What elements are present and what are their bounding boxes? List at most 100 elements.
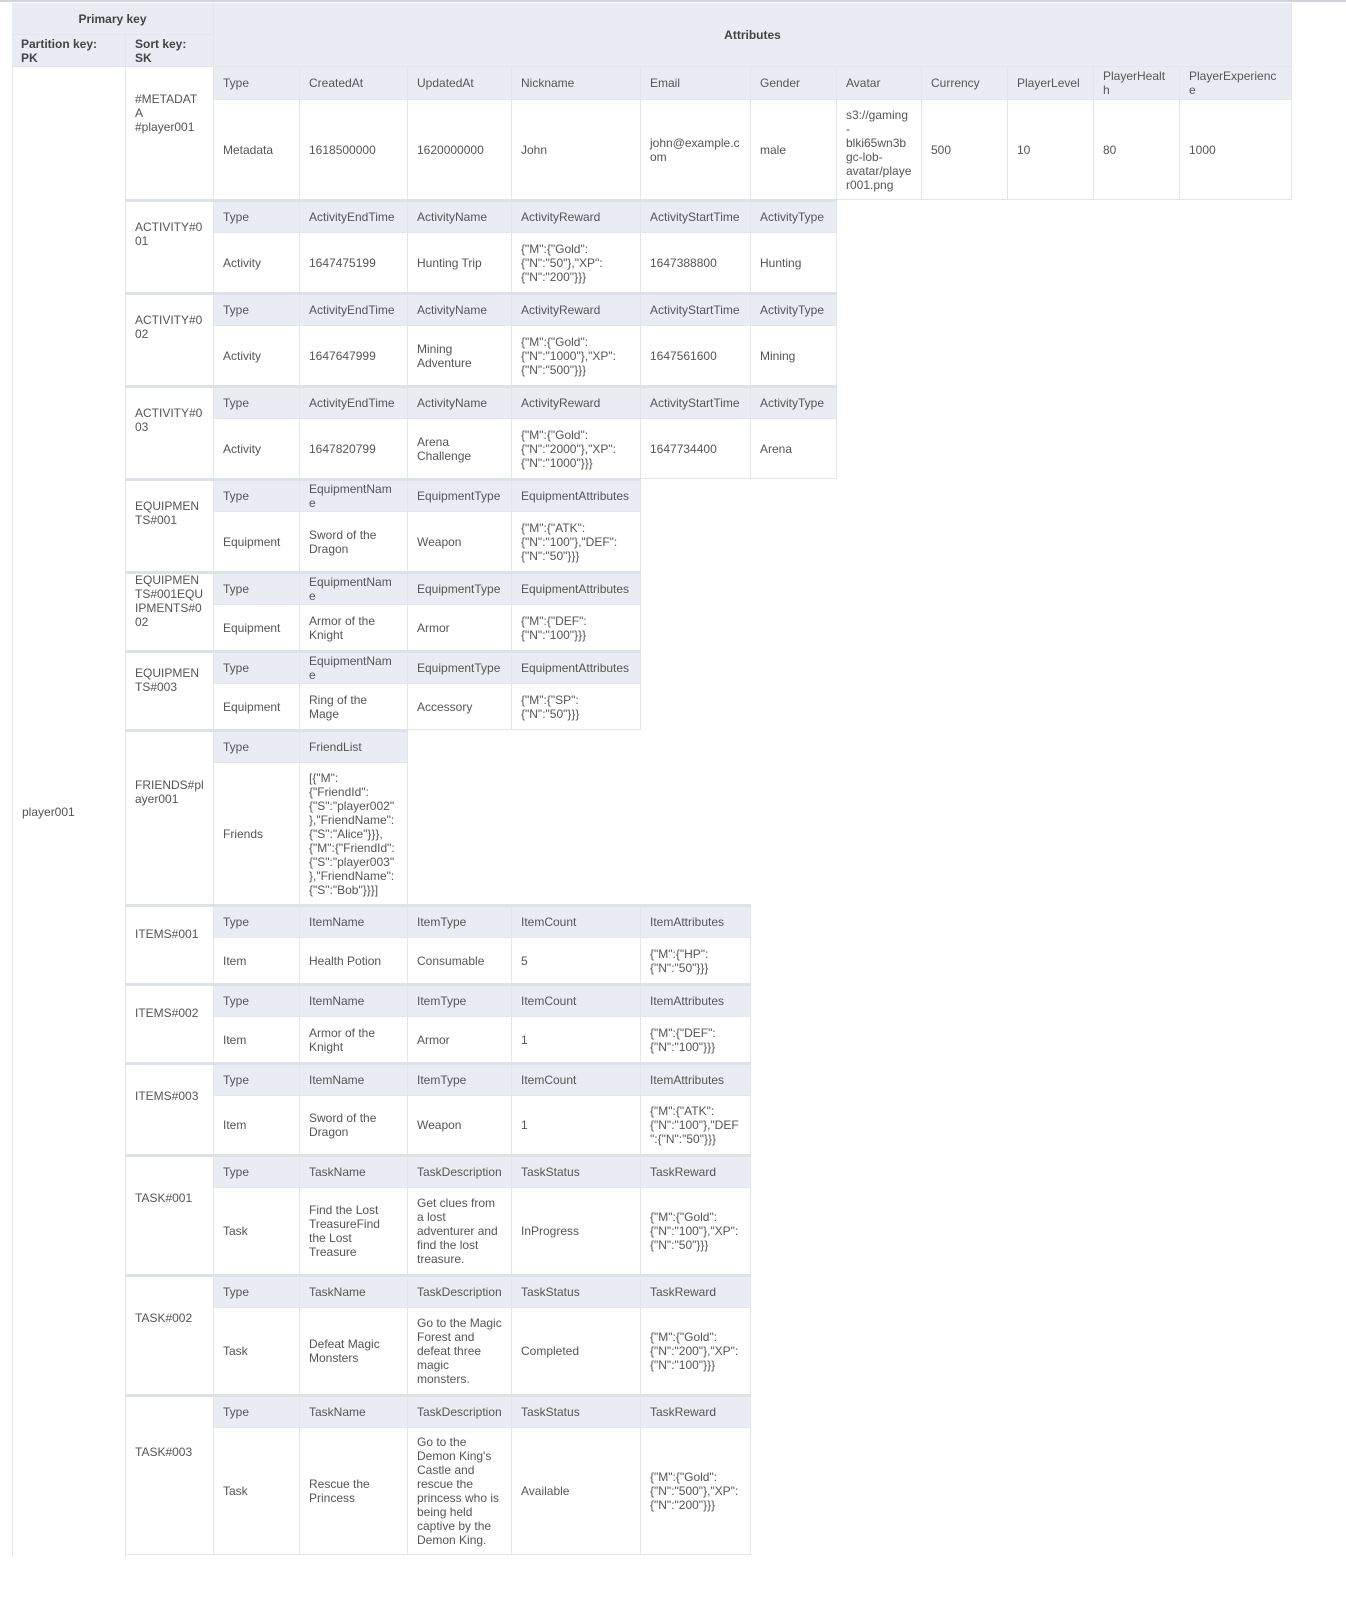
attribute-value[interactable]: 1647734400 bbox=[641, 419, 751, 479]
attribute-value[interactable]: 80 bbox=[1094, 100, 1180, 200]
attribute-value[interactable]: 1 bbox=[512, 1096, 641, 1155]
attribute-value[interactable]: Completed bbox=[512, 1308, 641, 1395]
attribute-value[interactable]: {"M":{"HP":{"N":"50"}}} bbox=[641, 938, 751, 984]
partition-key-value[interactable]: player001 bbox=[12, 67, 126, 1557]
attribute-value[interactable]: 1647820799 bbox=[300, 419, 408, 479]
attribute-name: ItemAttributes bbox=[641, 986, 751, 1017]
attribute-value[interactable]: john@example.com bbox=[641, 100, 751, 200]
attribute-value[interactable]: Accessory bbox=[408, 684, 512, 730]
attribute-value[interactable]: John bbox=[512, 100, 641, 200]
attribute-value[interactable]: Armor bbox=[408, 605, 512, 651]
attribute-value[interactable]: Health Potion bbox=[300, 938, 408, 984]
attribute-value[interactable]: Find the Lost TreasureFind the Lost Trea… bbox=[300, 1188, 408, 1275]
attribute-value[interactable]: 1647647999 bbox=[300, 326, 408, 386]
attribute-name: ActivityName bbox=[408, 295, 512, 326]
attribute-value[interactable]: 10 bbox=[1008, 100, 1094, 200]
sort-key-value[interactable]: ITEMS#002 bbox=[126, 986, 214, 1063]
attribute-name: Type bbox=[214, 1397, 300, 1428]
attribute-value[interactable]: Task bbox=[214, 1428, 300, 1555]
attribute-value[interactable]: Armor of the Knight bbox=[300, 605, 408, 651]
attribute-name: TaskStatus bbox=[512, 1157, 641, 1188]
attribute-value[interactable]: 1647475199 bbox=[300, 233, 408, 293]
sort-key-value[interactable]: ACTIVITY#002 bbox=[126, 295, 214, 386]
attribute-value[interactable]: Armor bbox=[408, 1017, 512, 1063]
attribute-value[interactable]: {"M":{"Gold":{"N":"1000"},"XP":{"N":"500… bbox=[512, 326, 641, 386]
attribute-value[interactable]: Item bbox=[214, 1017, 300, 1063]
attribute-value[interactable]: 1620000000 bbox=[408, 100, 512, 200]
attribute-value[interactable]: 1000 bbox=[1180, 100, 1292, 200]
attribute-value[interactable]: {"M":{"SP":{"N":"50"}}} bbox=[512, 684, 641, 730]
attribute-value[interactable]: Activity bbox=[214, 419, 300, 479]
attribute-value[interactable]: Equipment bbox=[214, 684, 300, 730]
attribute-value[interactable]: {"M":{"ATK":{"N":"100"},"DEF":{"N":"50"}… bbox=[641, 1096, 751, 1155]
attribute-value[interactable]: Activity bbox=[214, 233, 300, 293]
attribute-value[interactable]: {"M":{"Gold":{"N":"50"},"XP":{"N":"200"}… bbox=[512, 233, 641, 293]
attribute-name: Currency bbox=[922, 67, 1008, 100]
sort-key-value[interactable]: TASK#003 bbox=[126, 1397, 214, 1555]
attribute-value[interactable]: Activity bbox=[214, 326, 300, 386]
attribute-name: ItemType bbox=[408, 1065, 512, 1096]
attribute-name: Type bbox=[214, 907, 300, 938]
attribute-value[interactable]: 1647388800 bbox=[641, 233, 751, 293]
sort-key-value[interactable]: EQUIPMENTS#003 bbox=[126, 653, 214, 730]
attribute-value[interactable]: Hunting bbox=[751, 233, 837, 293]
row-separator bbox=[126, 385, 837, 388]
attribute-value[interactable]: Task bbox=[214, 1308, 300, 1395]
sort-key-value[interactable]: ACTIVITY#001 bbox=[126, 202, 214, 293]
attribute-value[interactable]: Mining bbox=[751, 326, 837, 386]
attribute-value[interactable]: Rescue the Princess bbox=[300, 1428, 408, 1555]
sort-key-value[interactable]: EQUIPMENTS#001EQUIPMENTS#002 bbox=[126, 573, 214, 651]
attribute-value[interactable]: Armor of the Knight bbox=[300, 1017, 408, 1063]
attribute-value[interactable]: Hunting Trip bbox=[408, 233, 512, 293]
attribute-value[interactable]: Available bbox=[512, 1428, 641, 1555]
attribute-name: ItemName bbox=[300, 1065, 408, 1096]
attribute-value[interactable]: s3://gaming-blki65wn3bgc-lob-avatar/play… bbox=[837, 100, 922, 200]
sort-key-value[interactable]: TASK#002 bbox=[126, 1277, 214, 1395]
attribute-value[interactable]: [{"M":{"FriendId":{"S":"player002"},"Fri… bbox=[300, 763, 408, 905]
sort-key-value[interactable]: TASK#001 bbox=[126, 1157, 214, 1275]
attribute-value[interactable]: 1647561600 bbox=[641, 326, 751, 386]
attribute-value[interactable]: Go to the Magic Forest and defeat three … bbox=[408, 1308, 512, 1395]
attribute-value[interactable]: Arena Challenge bbox=[408, 419, 512, 479]
attribute-value[interactable]: {"M":{"Gold":{"N":"200"},"XP":{"N":"100"… bbox=[641, 1308, 751, 1395]
sort-key-value[interactable]: ITEMS#003 bbox=[126, 1065, 214, 1155]
sort-key-value[interactable]: ACTIVITY#003 bbox=[126, 388, 214, 479]
attribute-value[interactable]: {"M":{"Gold":{"N":"100"},"XP":{"N":"50"}… bbox=[641, 1188, 751, 1275]
sort-key-value[interactable]: #METADATA #player001 bbox=[126, 67, 214, 200]
attribute-value[interactable]: Sword of the Dragon bbox=[300, 1096, 408, 1155]
attribute-value[interactable]: 1618500000 bbox=[300, 100, 408, 200]
attribute-value[interactable]: Mining Adventure bbox=[408, 326, 512, 386]
attribute-value[interactable]: Metadata bbox=[214, 100, 300, 200]
attribute-value[interactable]: Friends bbox=[214, 763, 300, 905]
attribute-value[interactable]: Sword of the Dragon bbox=[300, 512, 408, 572]
attribute-value[interactable]: InProgress bbox=[512, 1188, 641, 1275]
attribute-value[interactable]: Task bbox=[214, 1188, 300, 1275]
attribute-name: ActivityType bbox=[751, 295, 837, 326]
sort-key-value[interactable]: ITEMS#001 bbox=[126, 907, 214, 984]
attribute-value[interactable]: Equipment bbox=[214, 605, 300, 651]
attribute-value[interactable]: {"M":{"Gold":{"N":"500"},"XP":{"N":"200"… bbox=[641, 1428, 751, 1555]
attribute-value[interactable]: {"M":{"Gold":{"N":"2000"},"XP":{"N":"100… bbox=[512, 419, 641, 479]
attribute-value[interactable]: Defeat Magic Monsters bbox=[300, 1308, 408, 1395]
attribute-value[interactable]: Equipment bbox=[214, 512, 300, 572]
sort-key-value[interactable]: FRIENDS#player001 bbox=[126, 732, 214, 905]
attribute-value[interactable]: Weapon bbox=[408, 512, 512, 572]
attribute-value[interactable]: Ring of the Mage bbox=[300, 684, 408, 730]
attribute-value[interactable]: Consumable bbox=[408, 938, 512, 984]
sort-key-value[interactable]: EQUIPMENTS#001 bbox=[126, 481, 214, 572]
attribute-value[interactable]: Item bbox=[214, 938, 300, 984]
attribute-value[interactable]: Item bbox=[214, 1096, 300, 1155]
attribute-value[interactable]: Arena bbox=[751, 419, 837, 479]
attribute-value[interactable]: male bbox=[751, 100, 837, 200]
attribute-name: Type bbox=[214, 67, 300, 100]
attribute-name: EquipmentAttributes bbox=[512, 574, 641, 605]
attribute-value[interactable]: 1 bbox=[512, 1017, 641, 1063]
attribute-value[interactable]: Go to the Demon King's Castle and rescue… bbox=[408, 1428, 512, 1555]
attribute-value[interactable]: 5 bbox=[512, 938, 641, 984]
attribute-value[interactable]: {"M":{"DEF":{"N":"100"}}} bbox=[512, 605, 641, 651]
attribute-value[interactable]: {"M":{"DEF":{"N":"100"}}} bbox=[641, 1017, 751, 1063]
attribute-value[interactable]: 500 bbox=[922, 100, 1008, 200]
attribute-value[interactable]: Get clues from a lost adventurer and fin… bbox=[408, 1188, 512, 1275]
attribute-value[interactable]: {"M":{"ATK":{"N":"100"},"DEF":{"N":"50"}… bbox=[512, 512, 641, 572]
attribute-value[interactable]: Weapon bbox=[408, 1096, 512, 1155]
